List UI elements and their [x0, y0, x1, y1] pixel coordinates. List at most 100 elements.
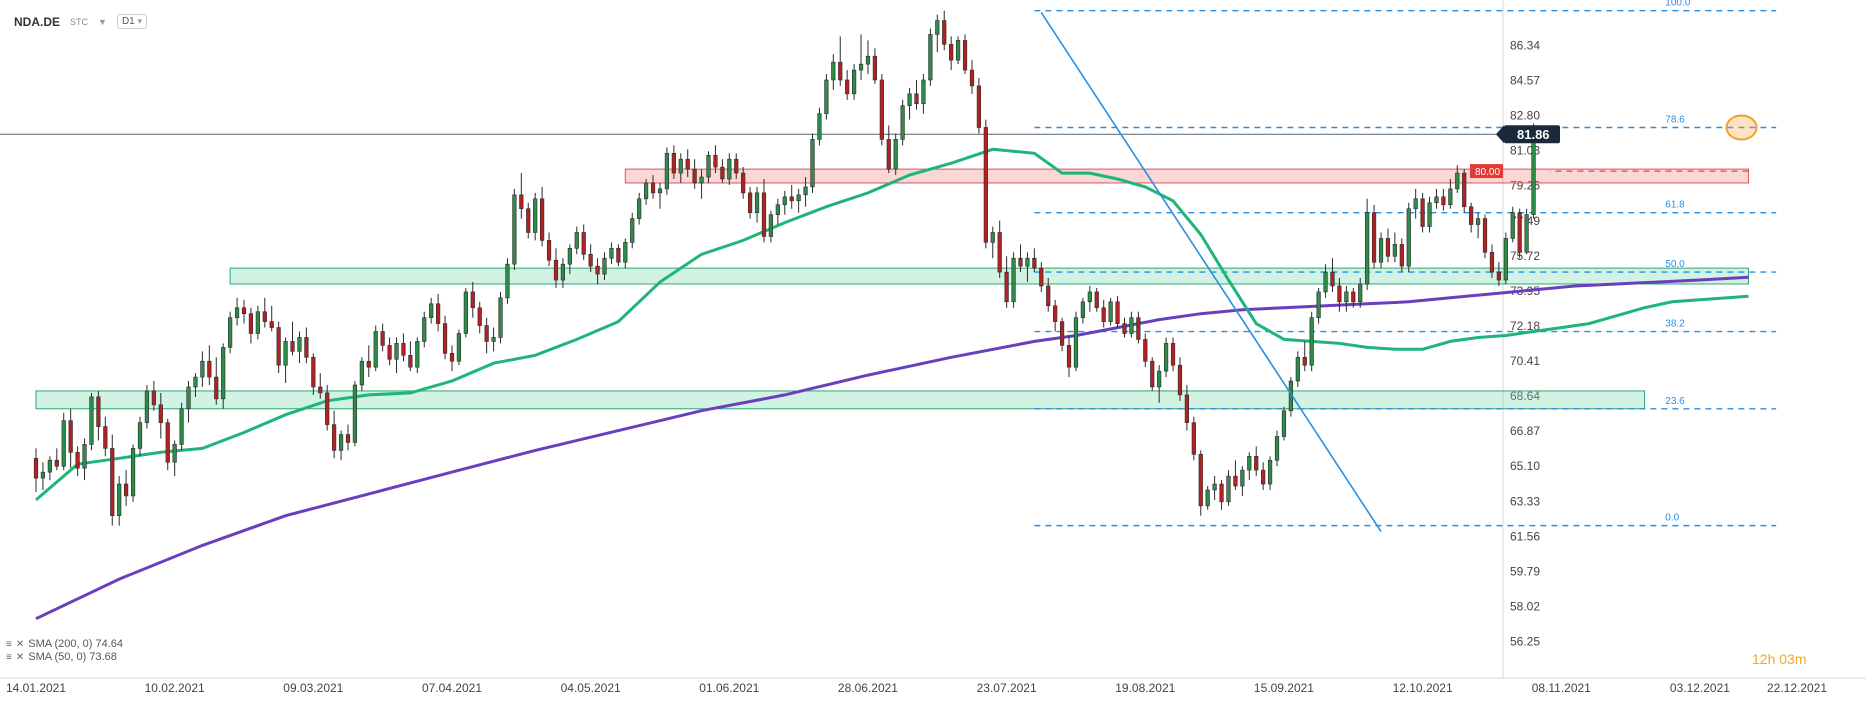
candle-body [234, 307, 240, 318]
candle-body [914, 93, 919, 105]
candle-body [1157, 370, 1162, 388]
candle-body [304, 337, 309, 358]
candle-body [1025, 257, 1030, 267]
candle-body [782, 196, 787, 206]
candle-body [657, 188, 663, 194]
candle-body [110, 448, 115, 517]
x-tick-label: 08.11.2021 [1532, 681, 1591, 695]
candle-body [949, 44, 954, 61]
close-icon[interactable]: ✕ [15, 639, 25, 650]
candle-body [442, 323, 448, 354]
candle-body [380, 331, 385, 346]
y-tick-label: 61.56 [1510, 529, 1540, 543]
x-tick-label: 07.04.2021 [422, 681, 482, 695]
candle-body [276, 327, 281, 366]
legend-item-sma50[interactable]: ≡ ✕ SMA (50, 0) 73.68 [6, 651, 123, 664]
candle-body [983, 127, 988, 243]
candle-body [1295, 356, 1300, 382]
timeframe-selector[interactable]: D1 ▾ [116, 14, 148, 29]
candle-body [470, 291, 475, 309]
y-tick-label: 82.80 [1510, 109, 1540, 123]
candle-body [1039, 267, 1044, 287]
candle-body [1177, 364, 1183, 396]
candle-body [103, 426, 108, 449]
x-tick-label: 01.06.2021 [699, 681, 759, 695]
candle-body [200, 360, 205, 378]
candle-body [540, 198, 545, 241]
candle-body [1510, 212, 1515, 239]
candle-body [1198, 454, 1203, 507]
candle-body [1469, 206, 1474, 225]
candle-body [1136, 317, 1141, 340]
last-price-label: 81.86 [1517, 127, 1550, 142]
candle-body [1448, 188, 1453, 206]
candle-body [338, 434, 344, 451]
candle-body [1212, 483, 1217, 491]
candle-body [1358, 283, 1363, 303]
highlight-circle [1725, 114, 1758, 141]
candle-body [955, 40, 961, 61]
candle-body [1233, 475, 1238, 487]
candle-body [165, 422, 170, 463]
list-icon[interactable]: ≡ [6, 652, 12, 663]
candle-body [644, 182, 649, 200]
list-icon[interactable]: ≡ [6, 639, 12, 650]
candle-body [1475, 218, 1481, 225]
candle-body [1427, 202, 1432, 227]
candle-body [865, 55, 871, 65]
candle-body [935, 20, 940, 35]
chevron-down-icon[interactable]: ▼ [98, 16, 107, 27]
candle-body [1406, 208, 1411, 267]
legend-item-sma200[interactable]: ≡ ✕ SMA (200, 0) 74.64 [6, 638, 123, 651]
candle-body [248, 313, 254, 334]
candle-body [928, 34, 933, 81]
candle-body [838, 61, 843, 81]
candle-body [1413, 198, 1418, 210]
candle-body [741, 172, 746, 194]
candle-body [1122, 323, 1127, 334]
candle-body [775, 204, 780, 215]
x-tick-label: 14.01.2021 [6, 681, 66, 695]
candle-body [1365, 212, 1370, 285]
candle-body [1420, 198, 1425, 227]
candle-body [1254, 456, 1259, 471]
support-zone-lower [35, 390, 1645, 410]
y-tick-label: 63.33 [1510, 494, 1540, 508]
candle-body [47, 459, 52, 473]
candle-body [172, 444, 177, 463]
candle-body [1073, 317, 1079, 368]
candle-body [609, 248, 614, 259]
candle-body [366, 360, 371, 368]
candle-body [96, 396, 101, 427]
candle-body [1094, 291, 1099, 309]
candle-body [637, 198, 642, 219]
candle-body [117, 483, 122, 517]
candle-body [768, 214, 774, 237]
candle-body [1150, 360, 1155, 388]
close-icon[interactable]: ✕ [15, 652, 25, 663]
candle-body [1170, 343, 1176, 366]
candle-body [352, 384, 358, 443]
candle-body [186, 386, 191, 410]
candle-body [332, 424, 337, 451]
candle-body [1392, 244, 1397, 257]
x-tick-label: 09.03.2021 [283, 681, 343, 695]
candle-body [436, 303, 441, 324]
candle-body [921, 79, 926, 105]
candle-body [214, 376, 219, 400]
candle-body [533, 198, 538, 233]
candle-body [449, 353, 455, 362]
timeframe-label: D1 [121, 16, 135, 27]
candle-body [40, 471, 46, 479]
symbol-label[interactable]: NDA.DE [14, 14, 61, 29]
candle-body [1371, 212, 1377, 263]
fib-level-label: 0.0 [1665, 513, 1679, 524]
candle-body [1143, 339, 1148, 362]
candle-body [1080, 301, 1085, 318]
candle-body [560, 263, 566, 281]
candle-body [75, 452, 80, 469]
candle-body [1087, 291, 1092, 303]
